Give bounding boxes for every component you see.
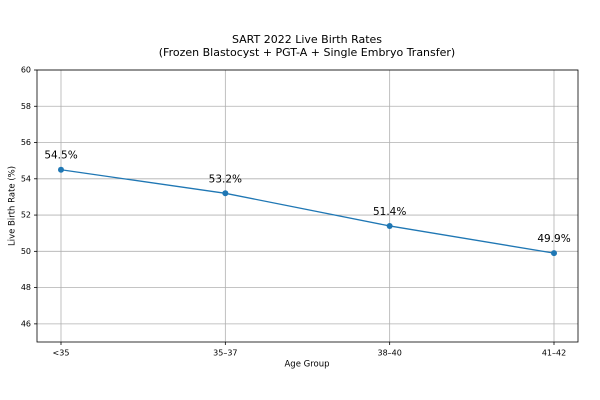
x-axis-label: Age Group <box>284 360 329 370</box>
x-tick-label: 41–42 <box>542 349 566 358</box>
x-tick-label: <35 <box>53 349 70 358</box>
point <box>222 190 229 197</box>
point <box>386 222 393 229</box>
data-label: 49.9% <box>537 233 570 245</box>
chart-subtitle: (Frozen Blastocyst + PGT-A + Single Embr… <box>159 46 455 59</box>
data-label: 54.5% <box>44 150 77 162</box>
y-tick-label: 52 <box>21 211 31 220</box>
y-tick-label: 50 <box>21 247 31 256</box>
point <box>551 250 557 257</box>
y-tick-label: 60 <box>21 66 31 75</box>
y-tick-label: 54 <box>21 174 31 183</box>
y-tick-label: 56 <box>21 138 31 147</box>
line <box>60 169 555 254</box>
y-tick-label: 46 <box>21 319 31 328</box>
y-axis-label: Live Birth Rate (%) <box>8 166 18 246</box>
data-label: 51.4% <box>373 206 406 218</box>
x-tick-label: 38–40 <box>377 349 401 358</box>
point <box>58 166 64 173</box>
y-tick-label: 58 <box>21 102 31 111</box>
chart-title: SART 2022 Live Birth Rates <box>232 33 382 46</box>
y-tick-label: 48 <box>21 283 31 292</box>
x-tick-label: 35–37 <box>213 349 237 358</box>
plot-frame <box>36 69 579 343</box>
data-label: 53.2% <box>209 173 242 185</box>
